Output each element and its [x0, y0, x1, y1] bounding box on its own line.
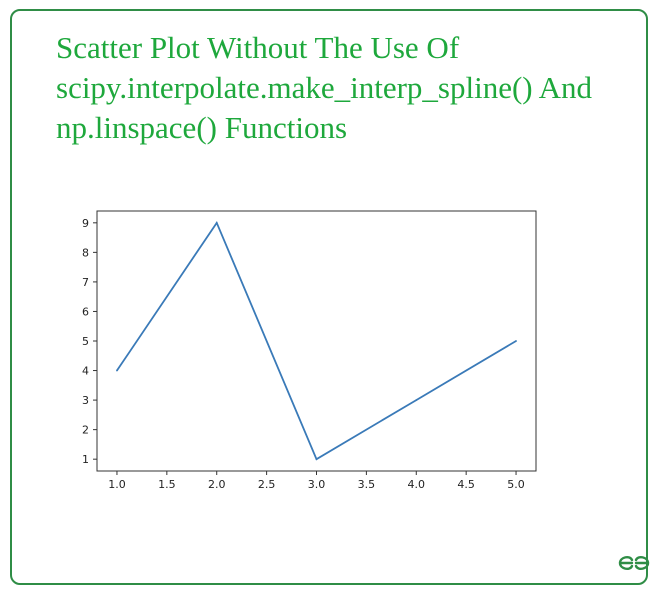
y-tick-label: 9	[82, 217, 89, 230]
x-tick-label: 2.0	[208, 478, 226, 491]
x-tick-label: 2.5	[258, 478, 276, 491]
y-tick-label: 5	[82, 335, 89, 348]
data-point	[315, 458, 318, 461]
figure-card	[10, 9, 648, 585]
brand-logo-icon	[618, 555, 650, 571]
y-tick-label: 1	[82, 453, 89, 466]
y-tick-label: 6	[82, 305, 89, 318]
data-point	[515, 340, 517, 342]
title-line-1: Scatter Plot Without The Use Of	[56, 30, 460, 65]
x-tick-label: 4.5	[457, 478, 475, 491]
data-point	[215, 221, 218, 224]
brand-logo	[616, 552, 652, 574]
y-tick-label: 4	[82, 365, 89, 378]
series-line	[116, 220, 517, 461]
y-tick-label: 3	[82, 394, 89, 407]
y-tick-label: 2	[82, 424, 89, 437]
y-tick-label: 7	[82, 276, 89, 289]
title-line-2: scipy.interpolate.make_interp_spline() A…	[56, 70, 593, 105]
y-tick-label: 8	[82, 246, 89, 259]
title-line-3: np.linspace() Functions	[56, 110, 348, 145]
x-tick-label: 1.0	[108, 478, 126, 491]
x-tick-label: 5.0	[507, 478, 525, 491]
x-tick-label: 3.5	[358, 478, 376, 491]
x-tick-label: 1.5	[158, 478, 176, 491]
x-tick-label: 4.0	[408, 478, 426, 491]
data-point	[415, 399, 418, 401]
plot-frame	[96, 210, 537, 472]
data-point	[116, 369, 118, 372]
x-tick-label: 3.0	[308, 478, 326, 491]
page-title: Scatter Plot Without The Use Of scipy.in…	[56, 28, 636, 148]
